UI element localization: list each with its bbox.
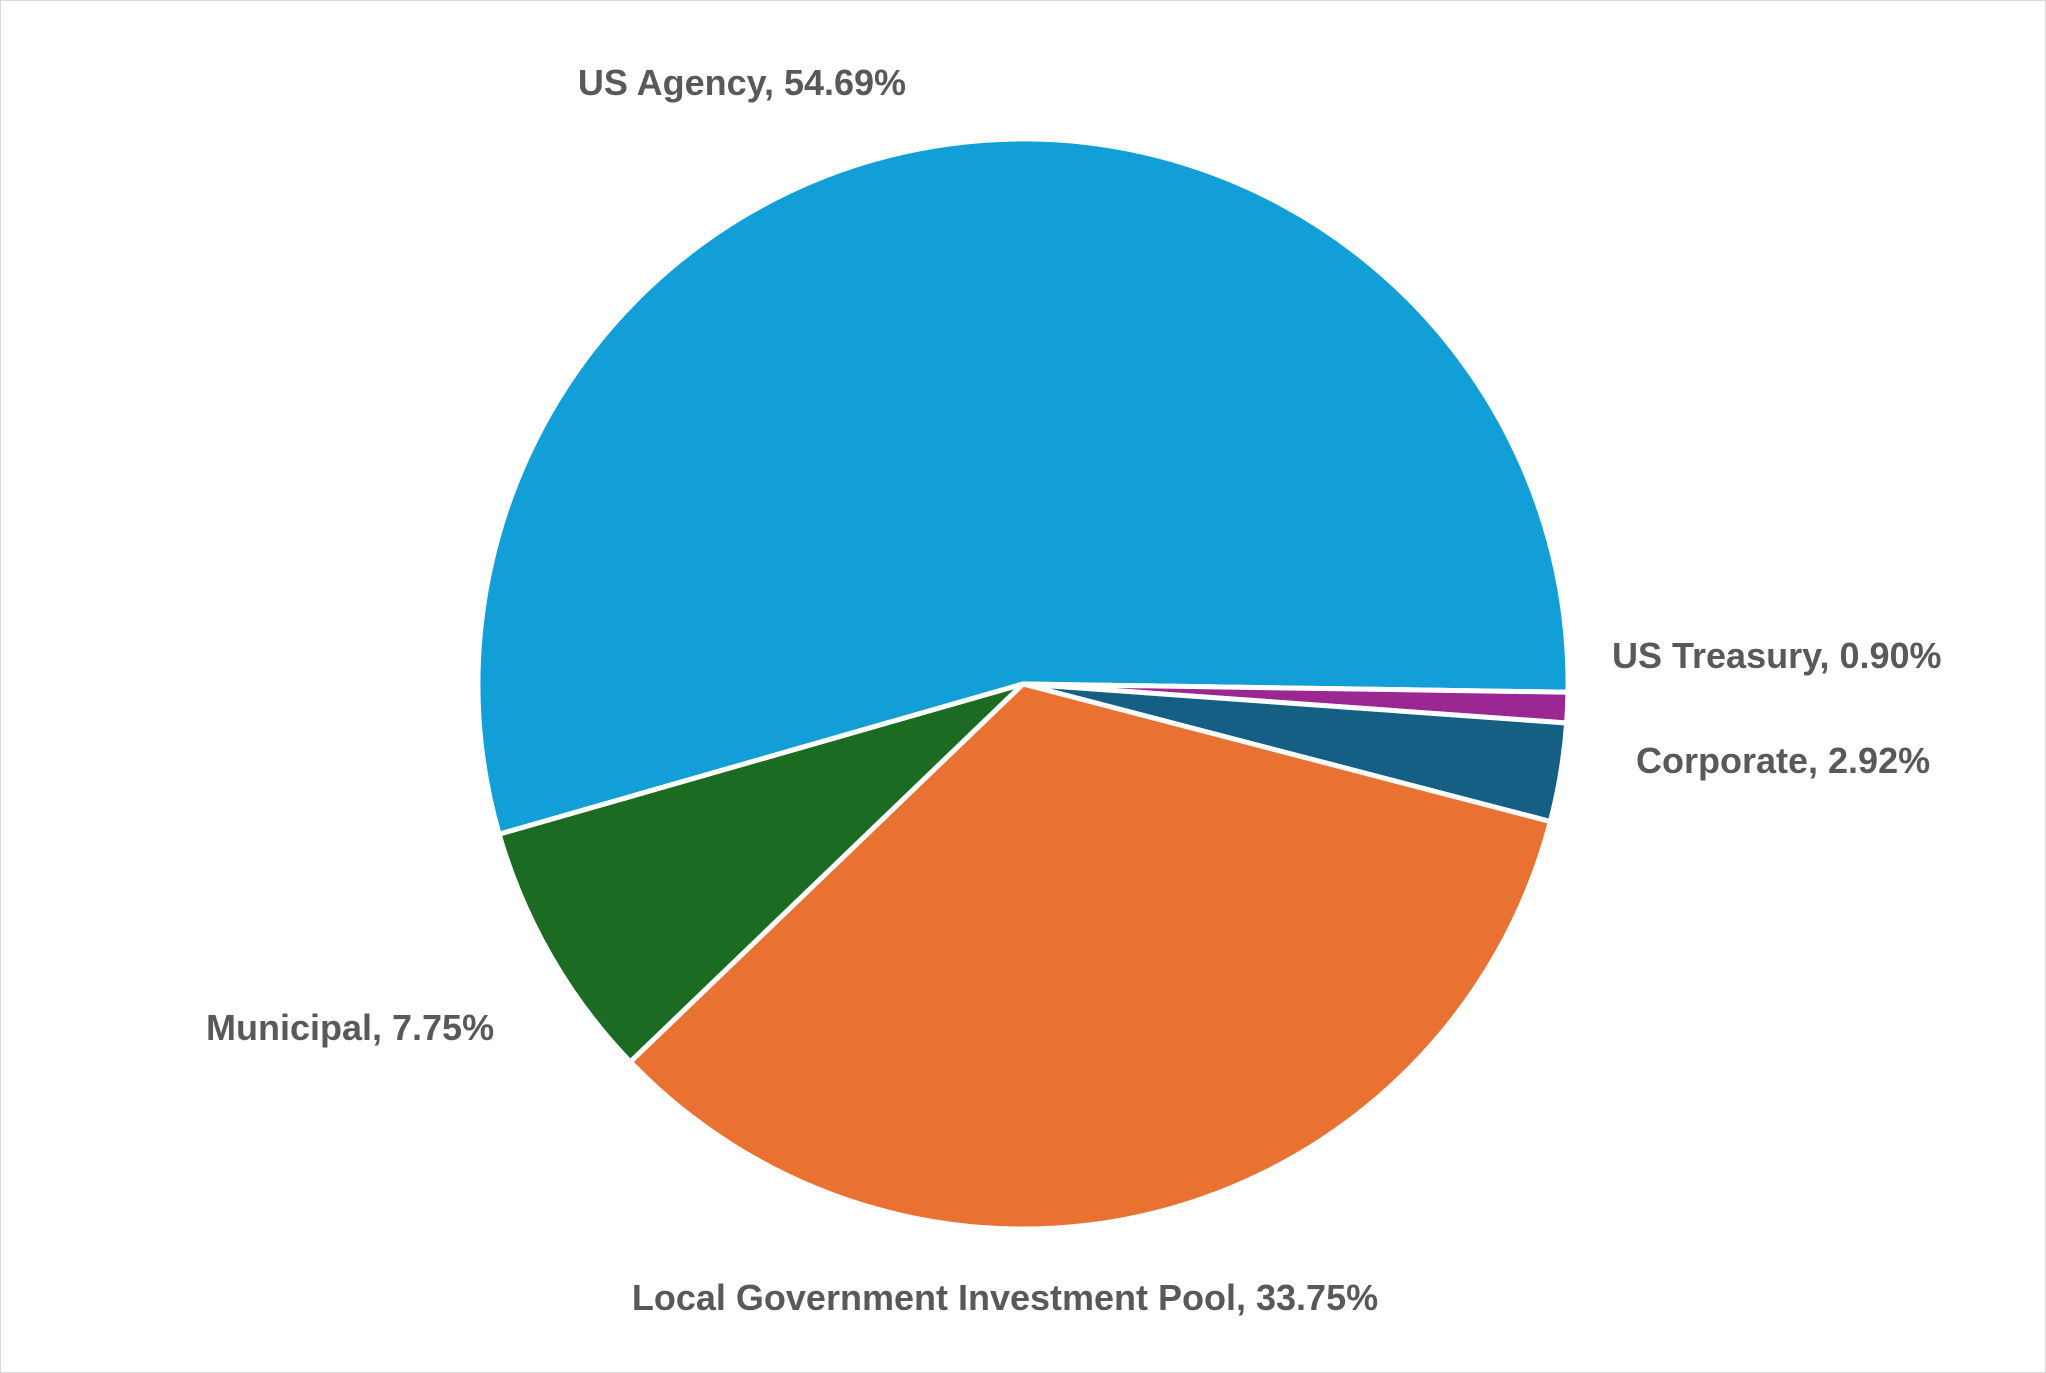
- data-label-us-agency: US Agency, 54.69%: [578, 62, 906, 103]
- data-label-corporate: Corporate, 2.92%: [1636, 740, 1930, 781]
- data-labels: US Agency, 54.69% US Treasury, 0.90% Corpo…: [206, 62, 1942, 1318]
- slice-local-government-investment-pool: [627, 681, 1553, 1232]
- data-label-us-treasury: US Treasury, 0.90%: [1612, 635, 1942, 676]
- pie-slices: [475, 136, 1571, 1232]
- slice-us-agency: [475, 136, 1571, 837]
- data-label-local-government-investment-pool: Local Government Investment Pool, 33.75%: [632, 1277, 1378, 1318]
- data-label-municipal: Municipal, 7.75%: [206, 1007, 494, 1048]
- slice-municipal: [496, 681, 1026, 1065]
